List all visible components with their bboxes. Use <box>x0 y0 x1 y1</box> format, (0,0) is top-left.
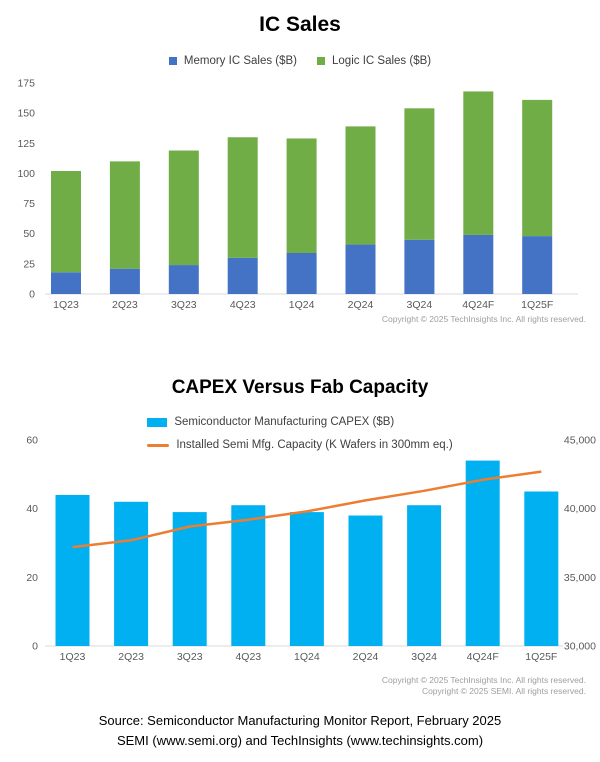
x-axis-label-4Q24F: 4Q24F <box>467 651 499 663</box>
right-axis-tick: 35,000 <box>564 572 596 584</box>
legend-item-memory: Memory IC Sales ($B) <box>168 55 298 67</box>
left-axis-tick: 20 <box>26 572 38 584</box>
right-axis-tick: 45,000 <box>564 435 596 447</box>
capex-bar-1Q23 <box>55 494 90 646</box>
capex-bar-3Q24 <box>407 505 442 646</box>
legend-label-memory: Memory IC Sales ($B) <box>183 55 298 67</box>
x-axis-label-4Q23: 4Q23 <box>230 299 256 311</box>
logic-bar-2Q23 <box>109 161 140 269</box>
memory-bar-3Q24 <box>404 239 435 294</box>
logic-swatch-icon <box>317 57 326 65</box>
capex-copyright: Copyright © 2025 TechInsights Inc. All r… <box>382 675 586 696</box>
x-axis-label-1Q25F: 1Q25F <box>521 299 553 311</box>
ic-sales-title: IC Sales <box>259 13 341 36</box>
legend-label-logic: Logic IC Sales ($B) <box>332 55 432 67</box>
capex-legend: Semiconductor Manufacturing CAPEX ($B) I… <box>0 416 600 451</box>
memory-bar-4Q24F <box>463 234 494 294</box>
x-axis-label-3Q23: 3Q23 <box>171 299 197 311</box>
capex-copyright-line2: Copyright © 2025 SEMI. All rights reserv… <box>421 685 586 696</box>
y-axis-tick: 125 <box>17 138 35 150</box>
logic-bar-1Q25F <box>522 99 553 237</box>
legend-label-capex: Semiconductor Manufacturing CAPEX ($B) <box>174 416 395 428</box>
capex-bar-2Q23 <box>114 501 149 646</box>
capacity-line-swatch-icon <box>147 443 170 447</box>
capex-copyright-line1: Copyright © 2025 TechInsights Inc. All r… <box>381 675 586 685</box>
memory-swatch-icon <box>168 57 177 65</box>
x-axis-label-2Q24: 2Q24 <box>353 651 379 663</box>
right-axis-tick: 30,000 <box>564 641 596 653</box>
ic-sales-legend: Memory IC Sales ($B) Logic IC Sales ($B) <box>0 55 600 67</box>
x-axis-label-1Q23: 1Q23 <box>60 651 86 663</box>
left-axis-tick: 0 <box>32 641 38 653</box>
capex-bar-4Q24F <box>465 460 500 646</box>
ic-sales-chart: 0 25 50 75 100 125 150 175 1Q23 2Q23 3Q23 4Q23 1Q24 2… <box>17 78 578 311</box>
source-line2: SEMI (www.semi.org) and TechInsights (ww… <box>116 733 484 748</box>
memory-bar-1Q25F <box>522 236 553 294</box>
x-axis-label-1Q24: 1Q24 <box>294 651 320 663</box>
logic-bar-3Q23 <box>168 150 199 266</box>
memory-bar-2Q23 <box>109 268 140 294</box>
legend-item-logic: Logic IC Sales ($B) <box>317 55 431 67</box>
capex-bar-3Q23 <box>172 512 207 646</box>
logic-bar-1Q24 <box>286 138 317 254</box>
ic-sales-copyright: Copyright © 2025 TechInsights Inc. All r… <box>381 314 586 324</box>
x-axis-label-1Q23: 1Q23 <box>53 299 79 311</box>
memory-bar-2Q24 <box>345 244 376 294</box>
x-axis-label-1Q24: 1Q24 <box>289 299 315 311</box>
y-axis-tick: 25 <box>23 258 35 270</box>
legend-label-capacity: Installed Semi Mfg. Capacity (K Wafers i… <box>176 439 453 451</box>
capex-bar-swatch-icon <box>147 417 168 427</box>
x-axis-label-2Q23: 2Q23 <box>118 651 144 663</box>
logic-bar-1Q23 <box>51 171 81 273</box>
y-axis-tick: 175 <box>17 78 35 90</box>
x-axis-label-4Q24F: 4Q24F <box>462 299 494 311</box>
left-axis-tick: 60 <box>26 435 38 447</box>
memory-bar-4Q23 <box>227 257 258 294</box>
capacity-line <box>72 470 542 549</box>
logic-bar-2Q24 <box>345 126 376 245</box>
capex-title: CAPEX Versus Fab Capacity <box>171 377 429 398</box>
legend-item-capacity: Installed Semi Mfg. Capacity (K Wafers i… <box>147 439 453 451</box>
y-axis-tick: 0 <box>29 289 35 301</box>
capex-bar-2Q24 <box>348 515 383 646</box>
y-axis-tick: 150 <box>17 108 35 120</box>
capex-bar-1Q24 <box>289 512 324 646</box>
x-axis-label-3Q24: 3Q24 <box>411 651 437 663</box>
x-axis-label-3Q24: 3Q24 <box>407 299 433 311</box>
logic-bar-3Q24 <box>404 108 435 240</box>
memory-bar-1Q23 <box>51 272 81 294</box>
capex-bar-4Q23 <box>231 505 266 646</box>
capex-bar-1Q25F <box>524 491 559 646</box>
x-axis-label-4Q23: 4Q23 <box>235 651 261 663</box>
capex-chart: 0 20 40 60 30,000 35,000 40,000 45,000 1Q23 2Q23 3… <box>26 435 596 664</box>
x-axis-label-2Q24: 2Q24 <box>348 299 374 311</box>
y-axis-tick: 75 <box>23 198 35 210</box>
memory-bar-1Q24 <box>286 253 317 294</box>
source-line1: Source: Semiconductor Manufacturing Moni… <box>98 713 502 728</box>
y-axis-tick: 100 <box>17 168 35 180</box>
x-axis-label-1Q25F: 1Q25F <box>525 651 557 663</box>
legend-item-capex: Semiconductor Manufacturing CAPEX ($B) <box>147 416 394 428</box>
memory-bar-3Q23 <box>168 265 199 294</box>
source-note: Source: Semiconductor Manufacturing Moni… <box>0 711 600 751</box>
y-axis-tick: 50 <box>23 228 35 240</box>
x-axis-label-2Q23: 2Q23 <box>112 299 138 311</box>
logic-bar-4Q24F <box>463 91 494 235</box>
right-axis-tick: 40,000 <box>564 503 596 515</box>
x-axis-label-3Q23: 3Q23 <box>177 651 203 663</box>
left-axis-tick: 40 <box>26 503 38 515</box>
logic-bar-4Q23 <box>227 137 258 258</box>
